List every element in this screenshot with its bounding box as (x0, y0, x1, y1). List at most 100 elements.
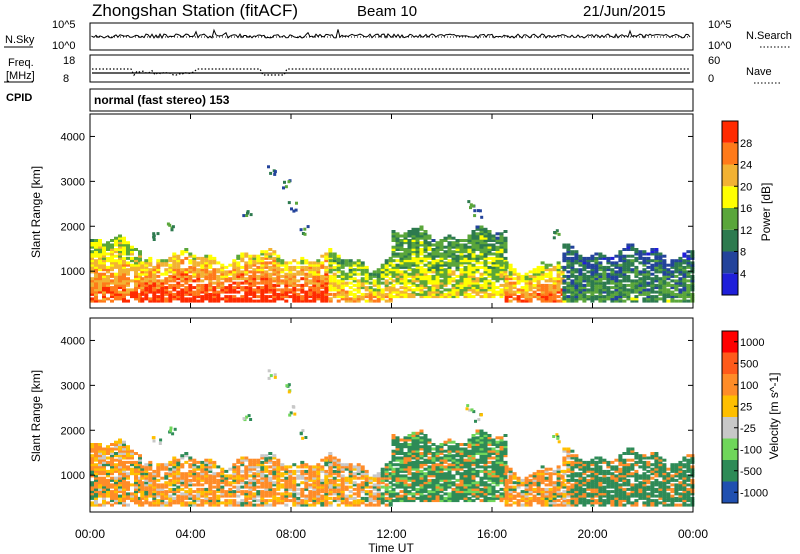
power-cell (328, 279, 333, 283)
power-cell (106, 256, 110, 260)
power-cell (654, 286, 659, 290)
power-cell (391, 239, 396, 242)
velocity-cell (443, 454, 448, 458)
power-cell (536, 272, 541, 276)
power-cell (236, 299, 241, 303)
velocity-cell (471, 490, 476, 494)
velocity-cell (399, 445, 404, 449)
velocity-cell (264, 492, 269, 496)
power-cell (463, 245, 468, 249)
velocity-cell (364, 483, 369, 487)
power-cell (403, 277, 408, 281)
power-cell (106, 259, 110, 263)
velocity-cell (403, 483, 408, 487)
power-cell (578, 286, 583, 290)
power-cell (118, 263, 122, 267)
power-cell (208, 259, 213, 263)
velocity-cell (272, 487, 277, 491)
velocity-cell (395, 499, 400, 503)
power-cell (411, 241, 416, 245)
velocity-cell (487, 438, 492, 442)
velocity-cell (288, 487, 293, 491)
velocity-cell (200, 478, 205, 482)
power-cell (471, 250, 476, 254)
velocity-cell (479, 429, 484, 433)
power-cell (172, 254, 177, 258)
power-cell (180, 252, 185, 256)
power-cell (459, 259, 464, 263)
power-cell (475, 256, 480, 260)
velocity-cell (423, 478, 428, 482)
power-cell (110, 254, 114, 258)
power-cell (126, 243, 130, 247)
velocity-cell (320, 469, 325, 473)
power-cell (654, 261, 659, 265)
colorbar-swatch (722, 121, 738, 143)
velocity-cell (368, 496, 373, 500)
velocity-cell (106, 487, 110, 491)
power-cell (520, 299, 525, 303)
velocity-cell (495, 436, 500, 440)
power-cell (140, 270, 145, 274)
velocity-cell (192, 465, 197, 469)
power-cell (642, 252, 647, 256)
power-cell (122, 297, 126, 301)
velocity-cell (324, 499, 329, 503)
power-cell (126, 283, 130, 287)
power-cell (662, 288, 667, 292)
power-cell (260, 265, 265, 269)
power-cell (152, 283, 157, 287)
power-cell (122, 270, 126, 274)
velocity-cell (415, 490, 420, 494)
power-cell (411, 292, 416, 296)
power-cell (658, 286, 663, 290)
velocity-cell (122, 474, 126, 478)
power-cell (403, 272, 408, 276)
power-cell (423, 256, 428, 260)
power-cell (674, 279, 679, 283)
power-cell (228, 286, 233, 290)
velocity-cell (415, 456, 420, 460)
power-cell (98, 272, 102, 276)
velocity-cell (491, 499, 496, 503)
velocity-cell (431, 483, 436, 487)
power-cell (626, 292, 631, 296)
power-cell (423, 248, 428, 251)
power-cell (144, 259, 149, 263)
power-cell (168, 286, 173, 290)
power-cell (252, 259, 257, 263)
power-cell (544, 283, 549, 287)
power-cell (272, 265, 277, 269)
velocity-cell (304, 501, 309, 505)
power-cell (610, 274, 615, 278)
power-cell (670, 274, 675, 278)
power-cell (292, 286, 297, 290)
power-cell (578, 281, 583, 285)
power-cell (102, 245, 106, 249)
power-cell (528, 299, 533, 303)
power-cell (208, 277, 213, 281)
power-cell (252, 256, 257, 260)
velocity-cell (164, 472, 169, 476)
power-cell (638, 261, 643, 265)
power-cell (372, 270, 377, 274)
power-cell (380, 270, 385, 274)
velocity-cell (423, 472, 428, 476)
power-cell (686, 290, 691, 294)
power-cell (312, 292, 317, 296)
velocity-cell (232, 465, 237, 469)
power-cell (682, 286, 687, 290)
velocity-cell (504, 481, 509, 485)
power-cell (106, 277, 110, 281)
power-cell (328, 265, 333, 269)
velocity-cell (352, 481, 357, 485)
velocity-cell (204, 492, 209, 496)
velocity-cell (348, 463, 353, 467)
power-cell (110, 250, 114, 254)
power-cell (598, 254, 603, 258)
power-cell (650, 250, 655, 254)
velocity-cell (403, 481, 408, 485)
beam-title: Beam 10 (357, 3, 417, 20)
velocity-cell (312, 467, 317, 471)
power-cell (399, 270, 404, 274)
